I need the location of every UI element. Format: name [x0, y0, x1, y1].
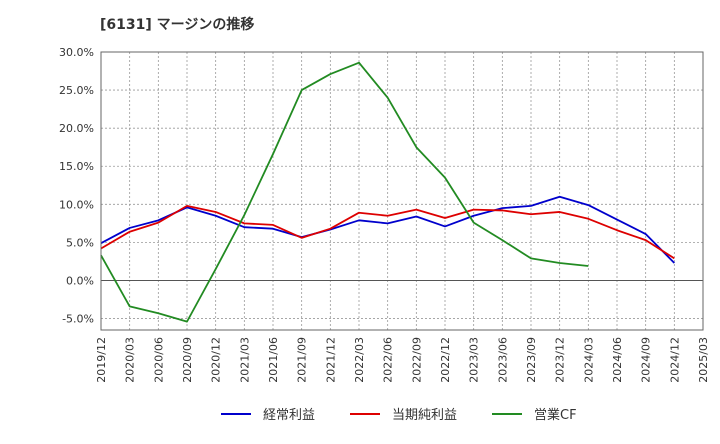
- y-tick-label: 10.0%: [59, 198, 94, 211]
- x-tick-label: 2023/03: [468, 337, 481, 383]
- legend-label-3: 営業CF: [534, 407, 577, 423]
- y-tick-label: 15.0%: [59, 160, 94, 173]
- x-tick-label: 2021/03: [238, 337, 251, 383]
- plot-frame: [100, 51, 704, 331]
- x-tick-label: 2020/06: [152, 337, 165, 383]
- y-axis: 30.0% 25.0% 20.0% 15.0% 10.0% 5.0% 0.0% -5.0%: [59, 46, 94, 326]
- series-layer: [100, 61, 675, 323]
- x-tick-label: 2022/09: [410, 337, 423, 383]
- series-line-2: [100, 204, 675, 260]
- x-tick-label: 2021/09: [296, 337, 309, 383]
- series-line-1: [100, 195, 675, 264]
- x-tick-label: 2021/12: [324, 337, 337, 383]
- chart-title: [6131] マージンの推移: [100, 17, 255, 33]
- series-line-3: [100, 61, 589, 323]
- x-tick-label: 2024/12: [668, 337, 681, 383]
- legend: 経常利益 当期純利益 営業CF: [221, 407, 577, 423]
- y-tick-label: 5.0%: [66, 236, 94, 249]
- y-tick-label: -5.0%: [62, 313, 94, 326]
- x-tick-label: 2024/06: [611, 337, 624, 383]
- x-tick-label: 2019/12: [95, 337, 108, 383]
- x-axis: 2019/12 2020/03 2020/06 2020/09 2020/12 2021/…: [95, 337, 710, 383]
- x-tick-label: 2023/12: [554, 337, 567, 383]
- grid-layer: [101, 51, 703, 330]
- x-tick-label: 2020/03: [124, 337, 137, 383]
- x-tick-label: 2022/06: [382, 337, 395, 383]
- x-tick-label: 2024/09: [640, 337, 653, 383]
- legend-label-1: 経常利益: [263, 408, 315, 423]
- legend-label-2: 当期純利益: [392, 408, 457, 423]
- x-tick-label: 2025/03: [697, 337, 710, 383]
- x-tick-label: 2020/09: [181, 337, 194, 383]
- x-tick-label: 2020/12: [210, 337, 223, 383]
- x-tick-label: 2023/09: [525, 337, 538, 383]
- x-tick-label: 2022/12: [439, 337, 452, 383]
- y-tick-label: 20.0%: [59, 122, 94, 135]
- y-tick-label: 0.0%: [66, 274, 94, 287]
- y-tick-label: 25.0%: [59, 84, 94, 97]
- x-tick-label: 2024/03: [582, 337, 595, 383]
- x-tick-label: 2022/03: [353, 337, 366, 383]
- y-tick-label: 30.0%: [59, 46, 94, 59]
- x-tick-label: 2023/06: [496, 337, 509, 383]
- x-tick-label: 2021/06: [267, 337, 280, 383]
